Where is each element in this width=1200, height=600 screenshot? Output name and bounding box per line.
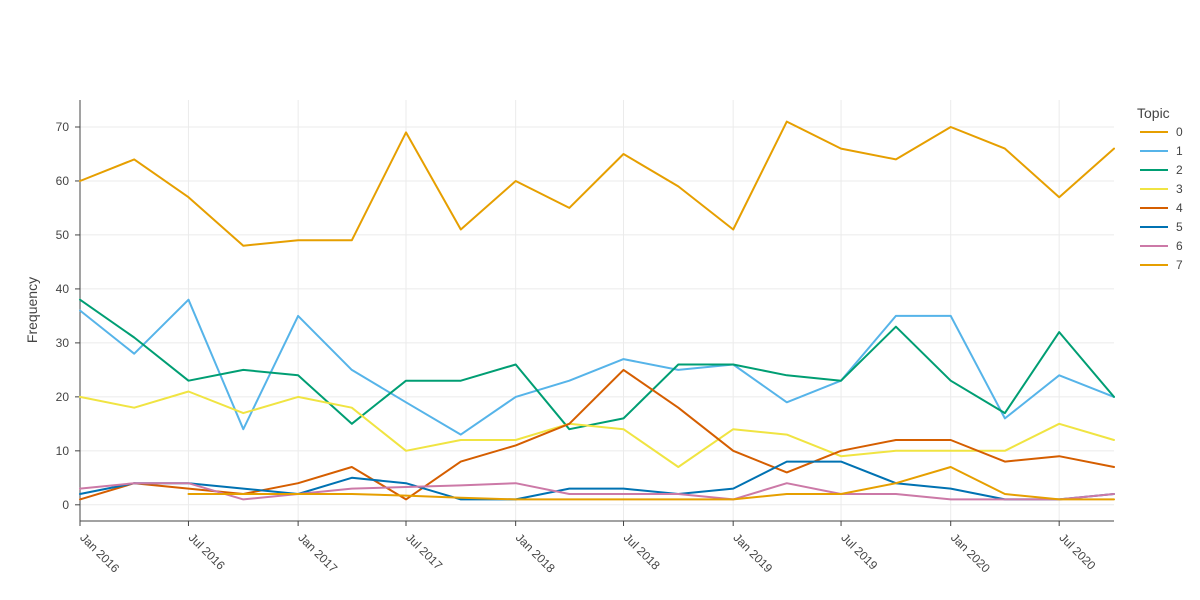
y-tick-labels: 0 10 20 30 40 50 60 70 bbox=[56, 120, 80, 512]
x-tick-label: Jul 2019 bbox=[838, 531, 880, 573]
legend-label: 6 bbox=[1176, 239, 1183, 253]
y-tick-label: 0 bbox=[62, 498, 69, 512]
axes bbox=[79, 100, 1114, 522]
legend-label: 2 bbox=[1176, 163, 1183, 177]
legend-item-topic-3[interactable]: 3 bbox=[1140, 182, 1183, 196]
x-tick-label: Jul 2016 bbox=[186, 531, 228, 573]
legend-item-topic-5[interactable]: 5 bbox=[1140, 220, 1183, 234]
x-tick-label: Jul 2018 bbox=[621, 531, 663, 573]
legend-label: 7 bbox=[1176, 258, 1183, 272]
y-tick-label: 50 bbox=[56, 228, 70, 242]
x-tick-label: Jan 2019 bbox=[730, 531, 775, 576]
series-line-topic-7[interactable] bbox=[187, 466, 1115, 501]
legend-item-topic-1[interactable]: 1 bbox=[1140, 144, 1183, 158]
legend-title: Topic bbox=[1137, 105, 1170, 121]
x-tick-label: Jan 2018 bbox=[513, 531, 558, 576]
series-line-topic-5[interactable] bbox=[79, 460, 1115, 501]
x-tick-label: Jul 2020 bbox=[1056, 531, 1098, 573]
x-tick-label: Jan 2016 bbox=[77, 531, 122, 576]
legend-items[interactable]: 0 1 2 3 4 5 6 7 bbox=[1140, 125, 1183, 272]
x-tick-label: Jan 2020 bbox=[948, 531, 993, 576]
legend-item-topic-2[interactable]: 2 bbox=[1140, 163, 1183, 177]
x-tick-label: Jul 2017 bbox=[403, 531, 445, 573]
legend-item-topic-6[interactable]: 6 bbox=[1140, 239, 1183, 253]
y-tick-label: 20 bbox=[56, 390, 70, 404]
y-tick-label: 30 bbox=[56, 336, 70, 350]
grid bbox=[79, 100, 1114, 521]
series-line-topic-2[interactable] bbox=[79, 298, 1115, 431]
legend-item-topic-4[interactable]: 4 bbox=[1140, 201, 1183, 215]
series-line-topic-3[interactable] bbox=[79, 390, 1115, 468]
y-tick-label: 10 bbox=[56, 444, 70, 458]
y-axis-title: Frequency bbox=[24, 277, 40, 343]
series-line-topic-1[interactable] bbox=[79, 298, 1115, 436]
legend-label: 0 bbox=[1176, 125, 1183, 139]
series-line-topic-6[interactable] bbox=[79, 482, 1115, 501]
series-line-topic-4[interactable] bbox=[79, 368, 1115, 501]
legend-label: 1 bbox=[1176, 144, 1183, 158]
x-tick-labels: Jan 2016 Jul 2016 Jan 2017 Jul 2017 Jan 2018… bbox=[77, 521, 1099, 576]
legend-item-topic-7[interactable]: 7 bbox=[1140, 258, 1183, 272]
legend-label: 4 bbox=[1176, 201, 1183, 215]
legend-label: 3 bbox=[1176, 182, 1183, 196]
y-tick-label: 60 bbox=[56, 174, 70, 188]
legend-label: 5 bbox=[1176, 220, 1183, 234]
series-lines bbox=[79, 120, 1115, 501]
series-line-topic-0[interactable] bbox=[79, 120, 1115, 247]
legend[interactable]: Topic 0 1 2 3 4 5 6 7 bbox=[1137, 105, 1183, 272]
y-tick-label: 70 bbox=[56, 120, 70, 134]
x-tick-label: Jan 2017 bbox=[295, 531, 340, 576]
y-tick-label: 40 bbox=[56, 282, 70, 296]
legend-item-topic-0[interactable]: 0 bbox=[1140, 125, 1183, 139]
